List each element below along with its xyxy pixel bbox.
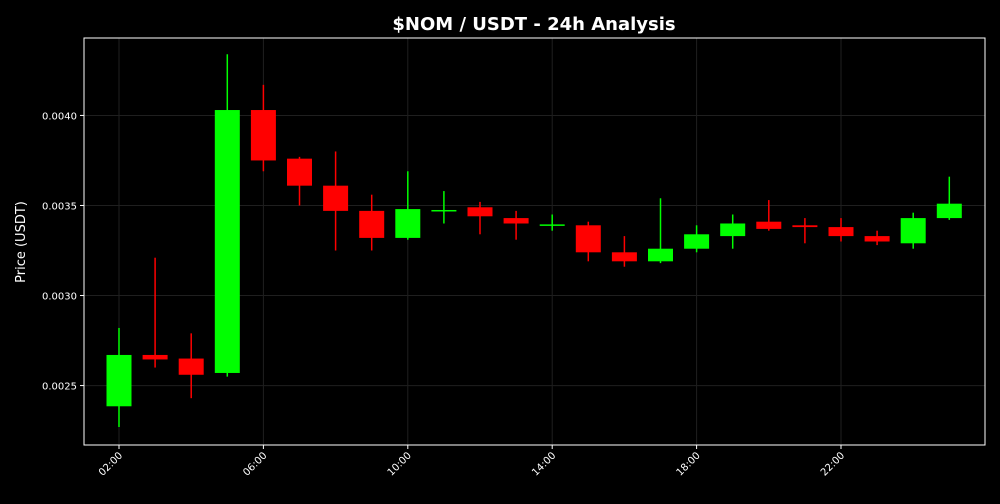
candle: [828, 218, 854, 242]
candle-body: [214, 110, 240, 373]
candle-body: [648, 248, 673, 262]
candle-body: [611, 252, 637, 262]
candles-layer: [106, 54, 962, 427]
candle: [323, 151, 349, 251]
candle-body: [323, 185, 349, 211]
candle: [214, 54, 240, 377]
candle-body: [250, 110, 276, 161]
candle: [720, 214, 746, 249]
candle-body: [684, 234, 710, 249]
candle: [900, 212, 926, 249]
candle-body: [539, 224, 565, 226]
candle-body: [575, 225, 601, 253]
candle-body: [900, 218, 926, 244]
candle-body: [467, 207, 493, 217]
candle: [359, 194, 385, 251]
chart-title: $NOM / USDT - 24h Analysis: [392, 14, 675, 35]
y-axis: 0.0025 0.0030 0.0035 0.0040: [42, 111, 84, 393]
y-tick-label: 0.0035: [42, 201, 77, 212]
candle: [575, 221, 601, 262]
candle-body: [792, 225, 818, 228]
candle: [756, 200, 782, 231]
candle-body: [395, 209, 421, 238]
y-axis-label: Price (USDT): [14, 201, 29, 283]
candle: [684, 225, 710, 253]
candle-body: [431, 209, 457, 212]
plot-frame: [83, 37, 986, 446]
candle: [611, 236, 637, 267]
y-tick-label: 0.0025: [42, 382, 77, 393]
candle: [142, 257, 168, 368]
candle: [539, 214, 565, 231]
candle-body: [287, 158, 312, 186]
candle-body: [828, 227, 854, 237]
candle: [467, 201, 493, 235]
candle-body: [864, 236, 890, 242]
candle: [864, 230, 890, 246]
candle: [395, 171, 421, 240]
candle: [106, 327, 132, 427]
candle-body: [936, 203, 962, 219]
candle: [648, 198, 673, 264]
y-tick-label: 0.0040: [42, 111, 77, 122]
candle-body: [142, 354, 168, 360]
candle: [250, 84, 276, 172]
candle-body: [756, 221, 782, 229]
y-tick-label: 0.0030: [42, 292, 77, 303]
candle: [287, 156, 312, 206]
candle: [792, 218, 818, 244]
candle-body: [178, 358, 204, 375]
candle: [936, 176, 962, 220]
candle: [431, 191, 457, 224]
candle-body: [720, 223, 746, 237]
candle-body: [106, 354, 132, 407]
candle-body: [503, 218, 529, 224]
candle: [503, 210, 529, 240]
candle: [178, 333, 204, 399]
candle-body: [359, 210, 385, 238]
